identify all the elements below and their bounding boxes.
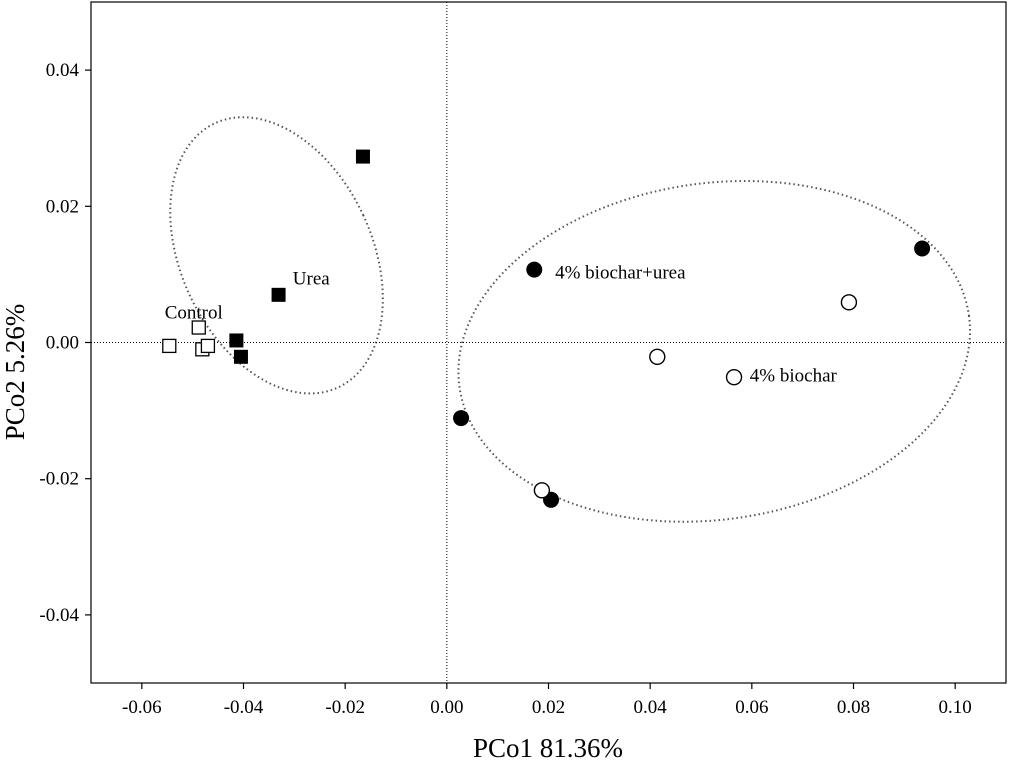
point-urea <box>229 333 244 348</box>
point-urea <box>233 349 248 364</box>
y-axis-title: PCo2 5.26% <box>0 304 30 441</box>
y-tick-label: 0.02 <box>46 196 79 217</box>
x-tick-label: 0.08 <box>837 697 870 718</box>
group-labels: Control Urea 4% biochar+urea 4% biochar <box>165 262 838 386</box>
point-4-biochar <box>533 482 551 499</box>
point-4-biochar-urea <box>453 410 470 427</box>
group-ellipse-4-biochar-4-biochar-urea <box>457 179 972 523</box>
x-tick-label: -0.06 <box>122 697 162 718</box>
x-tick-label: 0.04 <box>634 697 668 718</box>
y-tick-label: -0.02 <box>39 469 79 490</box>
point-urea <box>355 149 370 164</box>
point-4-biochar <box>840 294 858 311</box>
x-axis-title: PCo1 81.36% <box>473 733 623 763</box>
x-tick-label: -0.02 <box>325 697 365 718</box>
point-control <box>191 320 206 335</box>
point-4-biochar <box>725 369 743 386</box>
point-4-biochar-urea <box>914 240 931 257</box>
point-urea <box>271 287 286 302</box>
data-points <box>162 149 931 508</box>
point-control <box>200 338 216 354</box>
x-tick-label: 0.06 <box>735 697 768 718</box>
x-tick-label: 0.10 <box>939 697 972 718</box>
reference-lines <box>91 2 1006 683</box>
point-control <box>162 338 177 354</box>
x-tick-label: -0.04 <box>224 697 264 718</box>
y-tick-label: -0.04 <box>39 605 79 626</box>
y-tick-label: 0.04 <box>46 60 80 81</box>
axis-ticks: -0.06 -0.04 -0.02 0.00 0.02 0.04 0.06 0.08 0.10 0… <box>39 60 971 718</box>
group-label-4-biochar: 4% biochar <box>750 365 838 386</box>
group-ellipses <box>169 116 972 523</box>
group-label-urea: Urea <box>293 269 330 290</box>
x-tick-label: 0.02 <box>532 697 565 718</box>
group-label-control: Control <box>165 303 223 324</box>
x-tick-label: 0.00 <box>430 697 463 718</box>
group-label-4-biochar-urea: 4% biochar+urea <box>555 262 686 283</box>
point-4-biochar <box>649 348 666 366</box>
y-tick-label: 0.00 <box>46 333 79 354</box>
group-ellipse-control-urea <box>169 116 384 395</box>
point-4-biochar-urea <box>526 261 543 278</box>
